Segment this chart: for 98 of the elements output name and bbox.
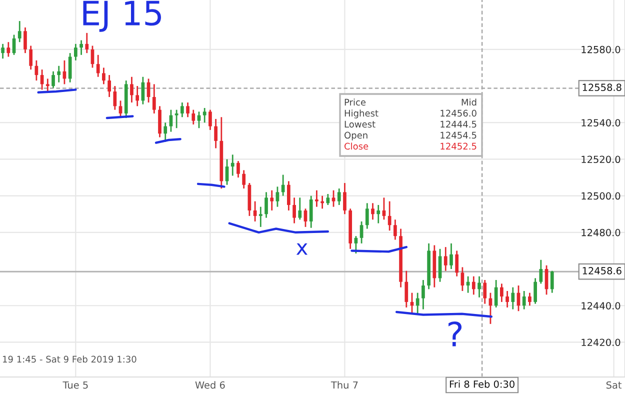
x-tick-label: Wed 6 bbox=[195, 381, 225, 389]
annotation: 12452.5 bbox=[440, 142, 476, 150]
y-tick-label: 12540.0 bbox=[582, 119, 620, 126]
candlestick bbox=[404, 270, 408, 308]
candlestick bbox=[326, 193, 330, 206]
candlestick bbox=[102, 67, 106, 85]
candlestick bbox=[455, 250, 459, 278]
y-tick-label: 12520.0 bbox=[582, 156, 620, 164]
annotation: x bbox=[296, 243, 308, 255]
annotation: 12444.5 bbox=[440, 120, 476, 128]
candlestick bbox=[230, 154, 234, 176]
candlestick bbox=[550, 270, 554, 294]
candlestick bbox=[337, 188, 341, 206]
y-tick-label: 12500.0 bbox=[582, 192, 620, 200]
candlestick bbox=[130, 76, 134, 104]
candlestick bbox=[174, 109, 178, 129]
candlestick bbox=[506, 290, 509, 308]
candlestick bbox=[539, 259, 543, 284]
candlestick bbox=[360, 220, 364, 244]
candlestick bbox=[286, 180, 290, 212]
candlestick bbox=[236, 160, 240, 178]
candlestick bbox=[416, 292, 420, 315]
candlestick bbox=[478, 276, 481, 298]
annotation: Mid bbox=[462, 98, 476, 106]
annotation: Price bbox=[344, 98, 366, 106]
candlestick bbox=[80, 40, 83, 56]
candlestick bbox=[74, 43, 78, 62]
annotation: Open bbox=[344, 132, 368, 140]
candlestick bbox=[202, 107, 206, 124]
candlestick bbox=[528, 292, 532, 306]
candlestick bbox=[264, 191, 268, 218]
candlestick bbox=[276, 186, 280, 208]
candlestick bbox=[281, 174, 285, 197]
candlestick bbox=[52, 70, 55, 89]
line-series bbox=[228, 222, 330, 234]
candlestick bbox=[208, 109, 212, 131]
y-tick-label: 12580.0 bbox=[582, 46, 620, 54]
candlestick bbox=[57, 65, 61, 84]
candlestick bbox=[258, 206, 262, 228]
candlestick bbox=[118, 100, 122, 118]
annotation: Close bbox=[344, 142, 368, 150]
candlestick bbox=[365, 202, 369, 230]
candlestick bbox=[534, 277, 537, 304]
candlestick bbox=[522, 290, 526, 310]
candlestick bbox=[292, 196, 296, 224]
candlestick bbox=[309, 195, 313, 229]
candlestick bbox=[460, 266, 464, 292]
candlestick bbox=[158, 105, 162, 138]
ref-line-label: 12558.8 bbox=[582, 84, 622, 92]
candlestick bbox=[394, 218, 397, 240]
y-tick-label: 12480.0 bbox=[582, 228, 620, 236]
candlestick bbox=[85, 32, 89, 54]
annotation: Lowest bbox=[344, 120, 376, 128]
ref-line-label: 12458.6 bbox=[582, 267, 622, 274]
candlestick bbox=[113, 85, 117, 110]
candlestick bbox=[46, 78, 50, 92]
candlestick bbox=[343, 182, 346, 215]
annotation: 12456.0 bbox=[440, 110, 476, 117]
ref-line-label: Fri 8 Feb 0:30 bbox=[450, 380, 514, 388]
candlestick bbox=[500, 282, 504, 303]
candlestick bbox=[192, 109, 196, 126]
candlestick bbox=[444, 246, 448, 272]
candlestick bbox=[214, 118, 218, 149]
candlestick bbox=[136, 85, 140, 107]
x-tick-label: Thu 7 bbox=[330, 381, 358, 389]
candlestick bbox=[422, 279, 425, 310]
candlestick bbox=[270, 190, 274, 212]
annotation: 12454.5 bbox=[440, 132, 476, 139]
y-tick-label: 12420.0 bbox=[582, 338, 620, 346]
candlestick bbox=[242, 170, 246, 190]
candlestick bbox=[494, 279, 498, 308]
candlestick bbox=[371, 202, 374, 220]
candlestick bbox=[472, 276, 476, 296]
candlestick bbox=[186, 102, 190, 118]
annotation: 19 1:45 - Sat 9 Feb 2019 1:30 bbox=[2, 356, 136, 363]
y-tick-label: 12440.0 bbox=[582, 302, 620, 310]
annotation: EJ 15 bbox=[83, 0, 161, 32]
candlestick bbox=[24, 26, 27, 54]
candlestick bbox=[483, 279, 487, 304]
candlestick bbox=[108, 74, 111, 98]
annotation: Highest bbox=[344, 110, 378, 118]
x-tick-label: Sat bbox=[606, 381, 622, 389]
candlestick bbox=[315, 190, 318, 208]
candlestick bbox=[6, 41, 10, 58]
x-tick-label: Tue 5 bbox=[62, 381, 88, 389]
candlestick bbox=[388, 200, 392, 232]
candlestick bbox=[18, 20, 22, 43]
candlestick bbox=[152, 83, 156, 114]
candlestick bbox=[1, 43, 4, 60]
candlestick bbox=[96, 54, 100, 78]
annotation: ? bbox=[448, 321, 462, 346]
candlestick bbox=[376, 204, 380, 224]
candlestick bbox=[450, 242, 453, 270]
candlestick bbox=[332, 190, 336, 208]
candlestick bbox=[29, 45, 33, 70]
candlestick bbox=[511, 286, 515, 310]
candlestick bbox=[298, 196, 302, 220]
candlestick bbox=[180, 102, 184, 118]
